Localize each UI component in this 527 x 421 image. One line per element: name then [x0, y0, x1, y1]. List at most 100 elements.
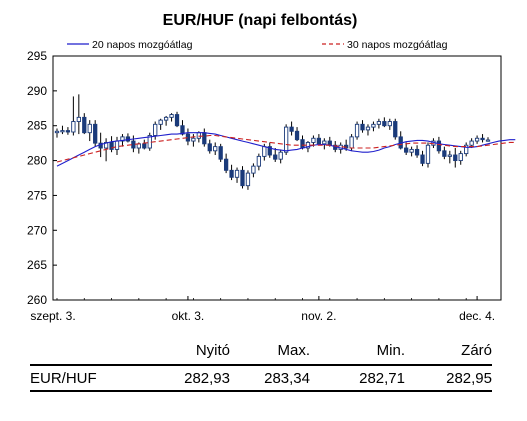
candlestick-chart: EUR/HUF (napi felbontás) 20 napos mozgóá… [27, 12, 516, 323]
candle-body-down [480, 137, 485, 141]
candle-body-down [142, 143, 147, 149]
candle-body-up [349, 136, 354, 149]
candle-body-up [469, 140, 474, 146]
candle-body-up [354, 123, 360, 138]
candle-body-up [376, 121, 382, 125]
candle-body-up [163, 116, 169, 121]
y-tick-label: 260 [27, 293, 47, 307]
chart-title: EUR/HUF (napi felbontás) [163, 12, 358, 29]
candle-body-up [76, 116, 81, 122]
candle-body-down [267, 146, 272, 156]
candle-body-up [278, 151, 283, 160]
y-tick-label: 280 [27, 154, 47, 168]
x-tick-label: nov. 2. [301, 309, 336, 323]
row-label: EUR/HUF [30, 364, 160, 392]
y-tick-label: 270 [27, 223, 47, 237]
header-min: Min. [376, 342, 405, 359]
x-tick-label: dec. 4. [459, 309, 495, 323]
x-tick-label: szept. 3. [30, 309, 75, 323]
candle-body-up [120, 136, 125, 142]
candle-body-down [393, 121, 398, 138]
y-tick-label: 265 [27, 258, 47, 272]
candle-body-up [87, 123, 92, 134]
candles [54, 94, 491, 190]
candle-body-up [262, 146, 267, 157]
candle-body-down [420, 154, 425, 164]
header-close: Záró [461, 342, 492, 359]
summary-corner [30, 340, 160, 365]
candle-body-down [93, 123, 98, 144]
value-open: 282,93 [160, 364, 230, 392]
ma20-line [56, 132, 516, 167]
ohlc-summary-table: Nyitó Max. Min. Záró EUR/HUF 282,93 283,… [30, 340, 492, 392]
candle-body-down [404, 147, 409, 153]
candle-body-up [60, 130, 65, 133]
header-open: Nyitó [195, 342, 230, 359]
candle-body-up [371, 123, 376, 128]
y-tick-label: 285 [27, 119, 47, 133]
candle-body-up [447, 154, 452, 157]
candle-body-up [425, 144, 431, 164]
candle-body-up [114, 140, 120, 150]
candle-body-up [458, 153, 463, 162]
candle-body-down [202, 132, 207, 145]
candle-body-up [245, 172, 251, 187]
y-tick-label: 295 [27, 49, 47, 63]
candle-body-down [453, 154, 458, 162]
candle-body-down [218, 146, 223, 160]
value-min: 282,71 [310, 364, 405, 392]
candle-body-down [289, 126, 294, 132]
candle-body-down [360, 123, 365, 131]
plot-area [52, 55, 502, 301]
y-axis: 260 265 270 275 280 285 290 295 [27, 49, 57, 307]
candle-body-up [283, 126, 289, 153]
x-tick-label: okt. 3. [172, 309, 205, 323]
summary-header-row: Nyitó Max. Min. Záró [30, 340, 492, 365]
candle-body-down [436, 140, 442, 152]
candle-body-up [103, 141, 109, 149]
candle-body-up [191, 137, 196, 142]
candle-body-up [251, 165, 256, 174]
y-tick-label: 290 [27, 84, 47, 98]
candle-body-up [256, 155, 262, 167]
candle-body-down [414, 148, 420, 156]
candle-body-down [300, 139, 305, 149]
candle-body-down [180, 125, 185, 135]
candle-body-down [229, 169, 234, 178]
value-close: 282,95 [405, 364, 492, 392]
candle-body-up [169, 114, 174, 118]
candle-body-up [311, 137, 316, 143]
candle-body-down [125, 136, 131, 142]
candle-body-down [442, 150, 447, 157]
candle-body-down [382, 121, 387, 127]
candle-body-down [109, 141, 114, 150]
candle-body-up [387, 121, 392, 127]
summary-data-row: EUR/HUF 282,93 283,34 282,71 282,95 [30, 364, 492, 392]
candle-body-down [240, 169, 245, 187]
y-tick-label: 275 [27, 188, 47, 202]
candle-body-up [153, 123, 158, 136]
candle-body-up [71, 121, 76, 133]
legend-label-ma30: 30 napos mozgóátlag [347, 39, 448, 51]
candle-body-down [294, 130, 300, 141]
candle-body-up [234, 169, 240, 178]
candle-body-down [131, 140, 136, 149]
candle-body-down [174, 114, 180, 127]
candle-body-up [196, 132, 201, 139]
legend-label-ma20: 20 napos mozgóátlag [92, 39, 193, 51]
value-max: 283,34 [230, 364, 310, 392]
candle-body-down [273, 154, 278, 160]
candle-body-up [485, 139, 491, 142]
candle-body-up [158, 119, 163, 125]
ma30-line [56, 134, 516, 163]
candle-body-up [464, 144, 469, 155]
candle-body-up [54, 130, 60, 134]
candle-body-down [207, 143, 212, 152]
candle-body-down [223, 158, 229, 171]
candle-body-down [316, 137, 322, 145]
candle-body-up [409, 148, 414, 153]
candle-body-up [365, 126, 371, 131]
candle-body-down [82, 116, 87, 134]
candle-body-down [65, 130, 71, 133]
candle-body-up [474, 137, 480, 142]
